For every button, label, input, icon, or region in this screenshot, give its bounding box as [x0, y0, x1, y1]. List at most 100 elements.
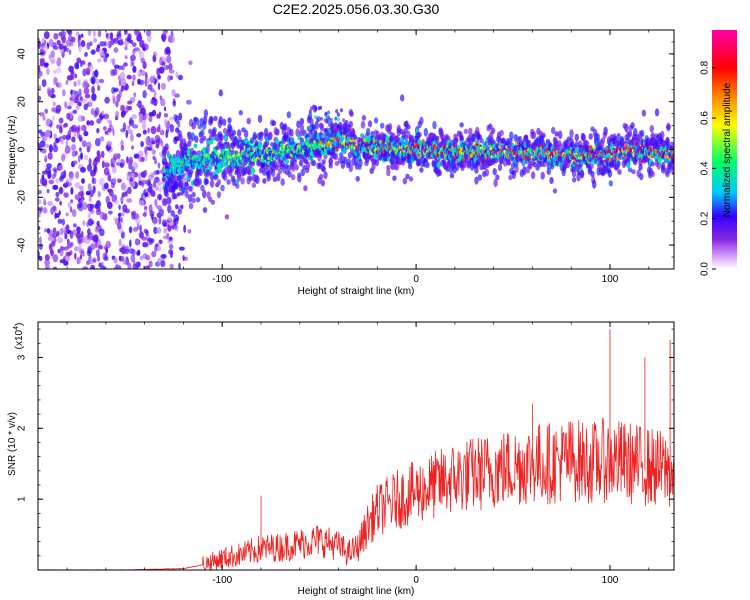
heatmap-cell	[68, 100, 74, 106]
heatmap-cell	[131, 145, 134, 150]
heatmap-cell	[127, 262, 132, 269]
heatmap-cell	[132, 61, 135, 67]
heatmap-cell	[98, 49, 105, 56]
heatmap-cell	[132, 74, 136, 81]
heatmap-cell	[158, 239, 163, 245]
heatmap-cell	[184, 181, 189, 191]
heatmap-cell	[98, 78, 105, 84]
heatmap-cell	[169, 263, 174, 269]
heatmap-cell	[283, 123, 288, 131]
heatmap-cell	[571, 177, 577, 183]
heatmap-cell	[579, 169, 585, 178]
snr-frame	[37, 321, 675, 571]
heatmap-cell	[118, 204, 121, 211]
heatmap-cell	[160, 254, 167, 259]
heatmap-cell	[88, 196, 92, 203]
heatmap-cell	[93, 30, 96, 38]
heatmap-cell	[71, 150, 77, 157]
heatmap-cell	[104, 130, 109, 135]
heatmap-cell	[50, 240, 56, 247]
heatmap-cell	[165, 162, 170, 168]
heatmap-cell	[131, 80, 135, 87]
heatmap-cell	[128, 239, 132, 248]
heatmap-cell	[203, 109, 209, 118]
heatmap-cell	[340, 108, 343, 113]
heatmap-cell	[96, 150, 101, 156]
heatmap-cell	[314, 115, 318, 120]
heatmap-cell	[235, 183, 240, 189]
heatmap-cell	[474, 166, 479, 174]
chart-title: C2E2.2025.056.03.30.G30	[273, 1, 440, 17]
heatmap-cell	[236, 173, 242, 182]
heatmap-cell	[66, 112, 71, 120]
heatmap-cell	[79, 147, 82, 152]
heatmap-cell	[75, 104, 80, 110]
heatmap-cell	[108, 210, 113, 215]
heatmap-cell	[217, 167, 222, 173]
heatmap-cell	[150, 126, 157, 135]
heatmap-cell	[190, 132, 195, 142]
heatmap-cell	[120, 182, 127, 191]
heatmap-cell	[327, 122, 331, 127]
heatmap-cell	[120, 216, 123, 224]
heatmap-cell	[157, 74, 161, 80]
heatmap-cell	[192, 165, 196, 170]
heatmap-cell	[132, 161, 139, 170]
heatmap-cell	[328, 158, 333, 165]
heatmap-cell	[167, 75, 171, 82]
heatmap-cell	[589, 163, 594, 170]
heatmap-cell	[58, 186, 64, 195]
heatmap-cell	[156, 67, 161, 76]
heatmap-cell	[73, 81, 77, 87]
heatmap-cell	[70, 187, 74, 195]
heatmap-cell	[164, 143, 169, 151]
heatmap-cell	[419, 167, 424, 173]
heatmap-cell	[311, 160, 317, 167]
heatmap-cell	[166, 55, 172, 64]
heatmap-cell	[222, 174, 228, 181]
heatmap-cell	[224, 214, 230, 220]
heatmap-cell	[81, 124, 87, 132]
heatmap-cell	[571, 169, 577, 178]
heatmap-cell	[106, 140, 113, 147]
heatmap-cell	[98, 177, 105, 186]
heatmap-cell	[131, 248, 136, 256]
heatmap-cell	[101, 110, 105, 116]
spectrogram-y-ticks: -40 -20 0 20 40	[17, 29, 674, 270]
heatmap-cell	[210, 199, 216, 205]
heatmap-cell	[90, 220, 95, 225]
heatmap-cell	[148, 140, 153, 149]
heatmap-cell	[104, 182, 109, 190]
heatmap-cell	[83, 154, 89, 160]
heatmap-cell	[517, 135, 523, 142]
heatmap-cell	[308, 125, 312, 130]
heatmap-cell	[222, 118, 227, 126]
heatmap-cell	[243, 129, 249, 138]
heatmap-cell	[147, 84, 153, 91]
heatmap-cell	[97, 58, 102, 63]
heatmap-cell	[80, 96, 83, 102]
heatmap-cell	[120, 105, 126, 112]
heatmap-cell	[549, 176, 554, 185]
heatmap-cell	[588, 133, 593, 140]
heatmap-cell	[113, 64, 120, 70]
heatmap-cell	[156, 113, 161, 119]
heatmap-cell	[617, 169, 622, 175]
heatmap-cell	[394, 164, 400, 171]
heatmap-cell	[177, 209, 182, 215]
heatmap-cell	[191, 192, 196, 198]
heatmap-cell	[133, 92, 136, 98]
heatmap-cell	[76, 57, 82, 64]
heatmap-cell	[80, 152, 83, 160]
heatmap-cell	[112, 216, 116, 221]
heatmap-cell	[387, 123, 393, 131]
heatmap-cell	[110, 32, 113, 41]
heatmap-cell	[159, 129, 165, 136]
heatmap-cell	[137, 78, 141, 85]
heatmap-cell	[161, 219, 167, 227]
heatmap-cell	[87, 228, 91, 236]
heatmap-cell	[222, 157, 226, 162]
heatmap-cell	[187, 131, 192, 137]
heatmap-cell	[303, 185, 308, 192]
heatmap-cell	[52, 101, 56, 107]
